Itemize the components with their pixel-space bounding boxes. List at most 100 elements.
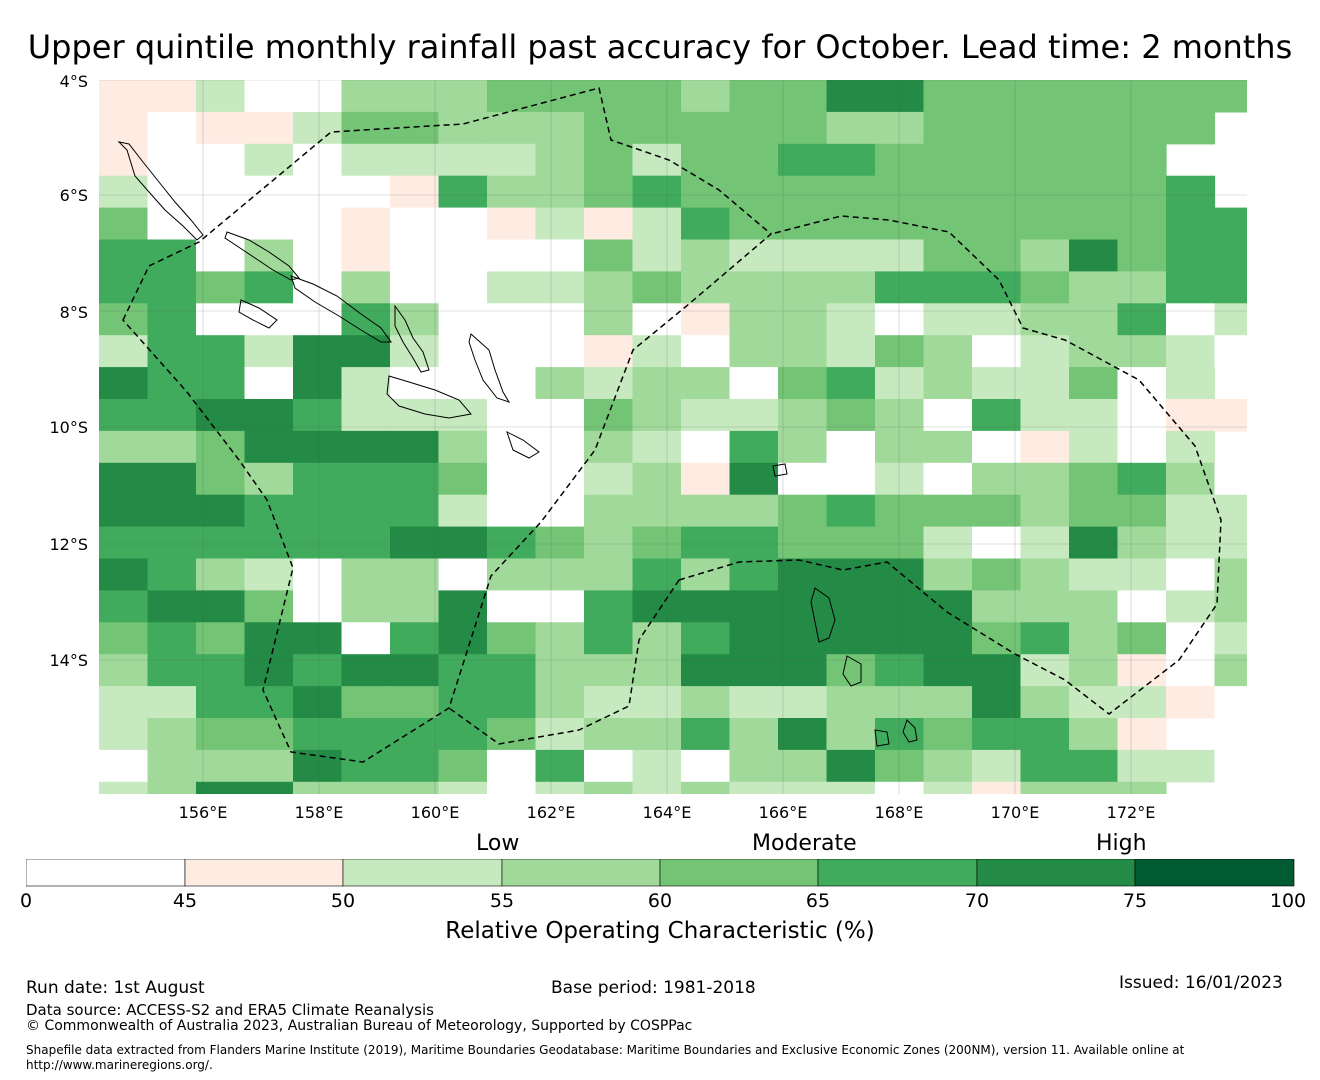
colorbar-band-55-60: [501, 859, 661, 887]
grid-cell: [147, 80, 197, 113]
grid-cell: [1166, 622, 1216, 655]
grid-cell: [341, 175, 391, 209]
data-source: Data source: ACCESS-S2 and ERA5 Climate …: [26, 1001, 434, 1019]
grid-cell: [341, 143, 391, 177]
grid-cell: [875, 80, 925, 113]
grid-cell: [729, 239, 779, 272]
grid-cell: [196, 367, 246, 400]
grid-cell: [293, 239, 343, 272]
eez-boundaries: [122, 87, 1222, 763]
grid-cell: [487, 111, 537, 145]
grid-cell: [972, 175, 1022, 209]
grid-cell: [341, 271, 391, 304]
grid-cell: [1020, 335, 1070, 368]
lon-label-158e: 158°E: [294, 803, 344, 822]
grid-cell: [1069, 718, 1119, 751]
grid-cell: [875, 590, 925, 623]
colorbar-tick-0: 0: [19, 890, 33, 912]
grid-cell: [923, 143, 973, 177]
lat-label-12s: 12°S: [49, 535, 88, 554]
grid-cell: [293, 175, 343, 209]
grid-cell: [293, 399, 343, 432]
santa-isabel-island: [290, 275, 392, 343]
grid-cell: [535, 622, 585, 655]
grid-cell: [1166, 494, 1216, 528]
grid-cell: [681, 526, 731, 560]
grid-cell: [196, 175, 246, 209]
grid-cell: [99, 526, 149, 560]
grid-cell: [778, 143, 828, 177]
grid-cell: [1166, 175, 1216, 209]
grid-cell: [390, 271, 440, 304]
colorbar-band-45-50: [184, 859, 344, 887]
grid-cell: [341, 462, 391, 496]
grid-cell: [729, 686, 779, 719]
grid-cell: [147, 335, 197, 368]
grid-cell: [584, 335, 634, 368]
grid-cell: [1117, 686, 1167, 719]
grid-cell: [972, 718, 1022, 751]
grid-cell: [1117, 111, 1167, 145]
grid-cell: [1117, 526, 1167, 560]
grid-cell: [632, 654, 682, 687]
grid-cell: [681, 494, 731, 528]
grid-cell: [293, 590, 343, 623]
grid-cell: [390, 749, 440, 783]
grid-cell: [826, 399, 876, 432]
grid-cell: [99, 749, 149, 783]
grid-cell: [1069, 781, 1119, 794]
grid-cell: [341, 80, 391, 113]
grid-cell: [341, 430, 391, 464]
grid-cell: [1117, 303, 1167, 336]
grid-cell: [1117, 207, 1167, 241]
grid-cell: [923, 430, 973, 464]
grid-cell: [535, 462, 585, 496]
grid-cell: [584, 718, 634, 751]
grid-cell: [1166, 80, 1216, 113]
grid-cell: [293, 111, 343, 145]
grid-cell: [681, 111, 731, 145]
grid-cell: [99, 367, 149, 400]
grid-cell: [1214, 399, 1247, 432]
colorbar-axis-label: Relative Operating Characteristic (%): [445, 918, 875, 944]
grid-cell: [778, 239, 828, 272]
grid-cell: [681, 430, 731, 464]
grid-cell: [875, 111, 925, 145]
grid-cell: [972, 399, 1022, 432]
grid-cell: [778, 686, 828, 719]
grid-cell: [826, 558, 876, 591]
grid-cell: [972, 622, 1022, 655]
grid-cell: [390, 175, 440, 209]
grid-cell: [390, 558, 440, 591]
grid-cell: [1214, 590, 1247, 623]
grid-cell: [147, 718, 197, 751]
grid-cell: [390, 686, 440, 719]
grid-cell: [535, 239, 585, 272]
grid-cell: [923, 271, 973, 304]
grid-cell: [341, 686, 391, 719]
grid-cell: [99, 718, 149, 751]
grid-cell: [875, 494, 925, 528]
grid-cell: [1214, 207, 1247, 241]
grid-cell: [584, 622, 634, 655]
lon-label-162e: 162°E: [526, 803, 576, 822]
grid-cell: [826, 430, 876, 464]
grid-cell: [729, 399, 779, 432]
grid-cell: [438, 462, 488, 496]
espiritu-santo-island: [810, 587, 836, 643]
grid-cell: [729, 654, 779, 687]
grid-cell: [390, 80, 440, 113]
grid-cell: [778, 271, 828, 304]
grid-cell: [438, 622, 488, 655]
grid-cell: [632, 718, 682, 751]
grid-cell: [1069, 494, 1119, 528]
grid-cell: [1214, 494, 1247, 528]
grid-cell: [535, 207, 585, 241]
grid-cell: [923, 111, 973, 145]
grid-cell: [729, 175, 779, 209]
grid-cell: [923, 590, 973, 623]
grid-cell: [438, 781, 488, 794]
grid-cell: [293, 80, 343, 113]
grid-cell: [1020, 749, 1070, 783]
grid-cell: [632, 111, 682, 145]
